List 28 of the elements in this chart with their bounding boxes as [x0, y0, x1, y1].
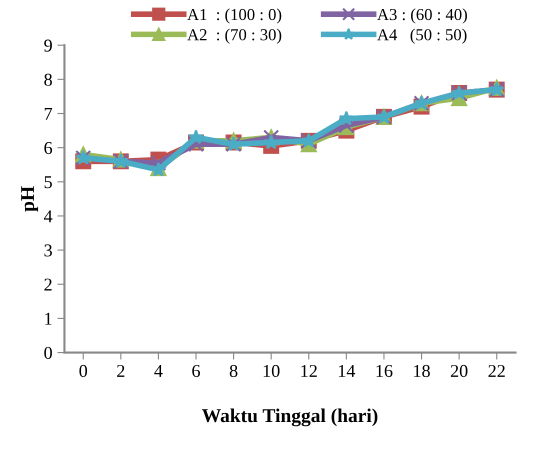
x-tick-label: 10 — [264, 364, 280, 378]
y-tick-label: 1 — [45, 312, 52, 325]
x-tick-label: 6 — [192, 364, 200, 378]
x-tick-label: 18 — [414, 364, 430, 378]
y-tick-label: 0 — [44, 346, 52, 359]
x-tick-label: 4 — [154, 365, 163, 377]
x-tick-label: 20 — [450, 364, 468, 378]
y-tick-label: 7 — [44, 108, 52, 120]
y-axis-title: pH — [21, 186, 38, 212]
legend-label: A2 : (70 : 30) — [187, 28, 282, 44]
legend-label: A3 : (60 : 40) — [377, 8, 467, 24]
x-tick-label: 16 — [376, 364, 392, 378]
y-tick-label: 9 — [44, 40, 52, 52]
y-tick-label: 6 — [44, 142, 52, 154]
legend-label: A1 : (100 : 0) — [187, 8, 282, 24]
y-tick-label: 4 — [44, 210, 52, 222]
x-axis-title: Waktu Tinggal (hari) — [202, 408, 378, 426]
x-tick-label: 2 — [117, 364, 124, 377]
x-tick-label: 22 — [488, 364, 505, 377]
y-tick-label: 8 — [44, 74, 52, 86]
y-tick-label: 2 — [44, 278, 52, 291]
y-tick-label: 5 — [44, 176, 52, 188]
y-tick-label: 3 — [44, 244, 52, 257]
x-tick-label: 0 — [79, 364, 88, 378]
legend-label: A4 (50 : 50) — [377, 28, 467, 44]
x-tick-label: 8 — [230, 364, 238, 378]
x-tick-label: 12 — [301, 364, 317, 377]
x-tick-label: 14 — [338, 364, 356, 377]
